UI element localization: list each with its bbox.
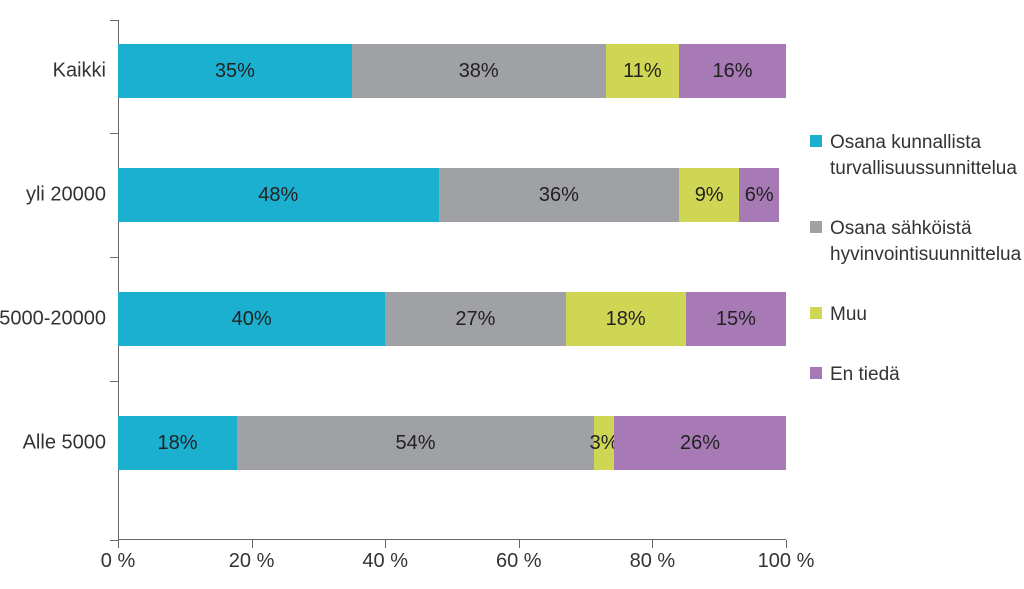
seg-value: 27% xyxy=(455,308,495,331)
x-label-80: 80 % xyxy=(630,540,676,573)
seg-yli20000-osana-kunnallista: 48% xyxy=(118,168,439,222)
seg-yli20000-muu: 9% xyxy=(679,168,739,222)
legend-label: Osana kunnallista turvallisuussunnittelu… xyxy=(830,130,1020,182)
bar-row-5000-20000: 40% 27% 18% 15% xyxy=(118,292,786,346)
seg-value: 9% xyxy=(695,184,724,207)
bar-row-kaikki: 35% 38% 11% 16% xyxy=(118,44,786,98)
legend-swatch xyxy=(810,135,822,147)
seg-alle5000-osana-sahkoista: 54% xyxy=(237,416,594,470)
legend-swatch xyxy=(810,307,822,319)
x-axis xyxy=(118,539,786,540)
y-label-5000-20000: 5000-20000 xyxy=(0,308,118,331)
y-tick xyxy=(110,133,118,134)
seg-value: 26% xyxy=(680,432,720,455)
y-label-yli-20000: yli 20000 xyxy=(26,184,118,207)
seg-value: 11% xyxy=(623,60,662,83)
legend: Osana kunnallista turvallisuussunnittelu… xyxy=(810,130,1020,422)
seg-value: 35% xyxy=(215,60,255,83)
legend-label: Muu xyxy=(830,302,867,328)
y-tick xyxy=(110,257,118,258)
seg-5000-20000-osana-kunnallista: 40% xyxy=(118,292,385,346)
seg-kaikki-en-tieda: 16% xyxy=(679,44,786,98)
seg-value: 16% xyxy=(713,60,753,83)
legend-label: Osana sähköistä hyvinvointisuunnittelua xyxy=(830,216,1021,268)
legend-item-osana-sahkoista: Osana sähköistä hyvinvointisuunnittelua xyxy=(810,216,1020,268)
seg-5000-20000-en-tieda: 15% xyxy=(686,292,786,346)
x-label-0: 0 % xyxy=(101,540,135,573)
seg-alle5000-en-tieda: 26% xyxy=(614,416,786,470)
x-label-40: 40 % xyxy=(362,540,408,573)
chart-container: 35% 38% 11% 16% Kaikki 48% 36% 9% 6% yli… xyxy=(0,0,1024,589)
seg-value: 38% xyxy=(459,60,499,83)
seg-kaikki-osana-kunnallista: 35% xyxy=(118,44,352,98)
legend-swatch xyxy=(810,367,822,379)
y-tick xyxy=(110,381,118,382)
y-label-kaikki: Kaikki xyxy=(53,60,118,83)
seg-value: 18% xyxy=(157,432,197,455)
x-label-20: 20 % xyxy=(229,540,275,573)
seg-yli20000-osana-sahkoista: 36% xyxy=(439,168,679,222)
seg-value: 48% xyxy=(258,184,298,207)
seg-value: 15% xyxy=(716,308,756,331)
seg-alle5000-muu: 3% xyxy=(594,416,614,470)
legend-swatch xyxy=(810,221,822,233)
seg-value: 6% xyxy=(745,184,774,207)
legend-item-muu: Muu xyxy=(810,302,1020,328)
bar-row-yli-20000: 48% 36% 9% 6% xyxy=(118,168,786,222)
y-tick xyxy=(110,20,118,21)
seg-5000-20000-muu: 18% xyxy=(566,292,686,346)
legend-label: En tiedä xyxy=(830,362,900,388)
y-label-alle-5000: Alle 5000 xyxy=(23,432,118,455)
legend-item-en-tieda: En tiedä xyxy=(810,362,1020,388)
seg-kaikki-muu: 11% xyxy=(606,44,679,98)
seg-value: 54% xyxy=(396,432,436,455)
seg-value: 36% xyxy=(539,184,579,207)
plot-area: 35% 38% 11% 16% Kaikki 48% 36% 9% 6% yli… xyxy=(118,20,786,540)
legend-item-osana-kunnallista: Osana kunnallista turvallisuussunnittelu… xyxy=(810,130,1020,182)
seg-yli20000-en-tieda: 6% xyxy=(739,168,779,222)
seg-value: 40% xyxy=(232,308,272,331)
seg-kaikki-osana-sahkoista: 38% xyxy=(352,44,606,98)
bar-row-alle-5000: 18% 54% 3% 26% xyxy=(118,416,786,470)
x-label-60: 60 % xyxy=(496,540,542,573)
seg-alle5000-osana-kunnallista: 18% xyxy=(118,416,237,470)
seg-5000-20000-osana-sahkoista: 27% xyxy=(385,292,565,346)
x-label-100: 100 % xyxy=(758,540,815,573)
seg-value: 18% xyxy=(606,308,646,331)
